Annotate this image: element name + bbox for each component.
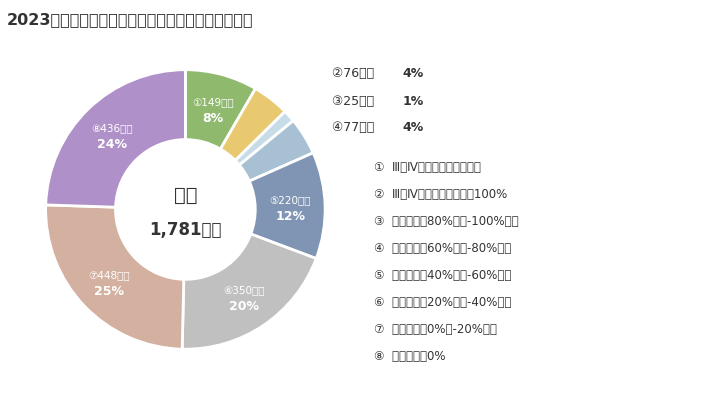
Text: ③  措置完了率80%以上-100%未満: ③ 措置完了率80%以上-100%未満: [374, 215, 519, 228]
Text: 4%: 4%: [403, 121, 424, 134]
Wedge shape: [220, 89, 285, 160]
Text: 8%: 8%: [202, 112, 223, 125]
Text: 1%: 1%: [403, 95, 424, 108]
Text: ③25団体: ③25団体: [332, 95, 378, 108]
Text: 1,781団体: 1,781団体: [149, 222, 222, 239]
Wedge shape: [240, 121, 313, 181]
Wedge shape: [46, 205, 184, 349]
Wedge shape: [185, 70, 255, 149]
Wedge shape: [250, 153, 325, 258]
Text: ⑦448団体: ⑦448団体: [88, 270, 130, 280]
Text: ⑤  措置完了率40%以上-60%未満: ⑤ 措置完了率40%以上-60%未満: [374, 269, 512, 282]
Text: 橋梁: 橋梁: [174, 186, 197, 205]
Text: 25%: 25%: [94, 285, 124, 299]
Text: ①  Ⅲ・Ⅳの施設が存在しない: ① Ⅲ・Ⅳの施設が存在しない: [374, 161, 481, 174]
Text: ⑥350団体: ⑥350団体: [223, 285, 265, 295]
Text: ⑥  措置完了率20%以上-40%未満: ⑥ 措置完了率20%以上-40%未満: [374, 296, 512, 309]
Text: ⑧436団体: ⑧436団体: [92, 123, 133, 133]
Wedge shape: [235, 112, 293, 165]
Text: ④  措置完了率60%以上-80%未満: ④ 措置完了率60%以上-80%未満: [374, 242, 511, 255]
Text: 24%: 24%: [98, 138, 128, 151]
Text: 12%: 12%: [275, 210, 305, 224]
Text: ①149団体: ①149団体: [192, 97, 233, 107]
Text: ⑦  措置完了率0%超-20%未満: ⑦ 措置完了率0%超-20%未満: [374, 323, 497, 336]
Text: ④77団体: ④77団体: [332, 121, 378, 134]
Wedge shape: [46, 70, 185, 207]
Text: 4%: 4%: [403, 67, 424, 80]
Text: ②  Ⅲ・Ⅳ施設の措置完了率100%: ② Ⅲ・Ⅳ施設の措置完了率100%: [374, 188, 508, 201]
Wedge shape: [183, 234, 317, 349]
Text: 2023年度末時点での修繕等措置が完了した自治体数: 2023年度末時点での修繕等措置が完了した自治体数: [7, 12, 254, 27]
Text: ⑤220団体: ⑤220団体: [270, 195, 311, 205]
Text: 20%: 20%: [229, 300, 259, 313]
Text: ②76団体: ②76団体: [332, 67, 378, 80]
Text: ⑧  措置完了率0%: ⑧ 措置完了率0%: [374, 350, 446, 363]
